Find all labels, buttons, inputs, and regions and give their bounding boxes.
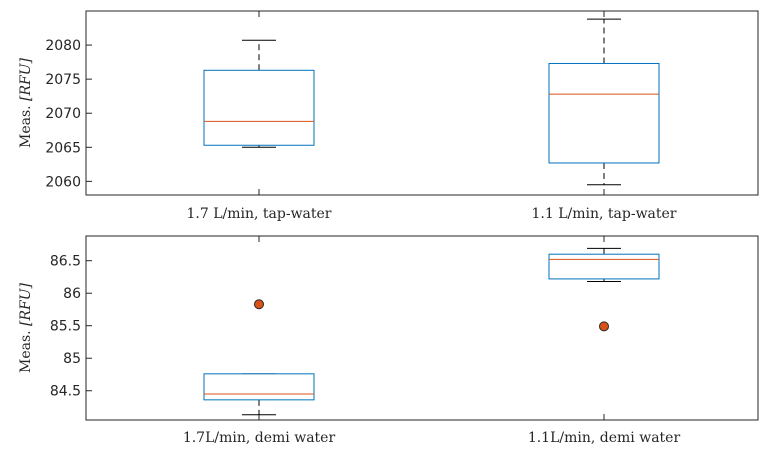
box-iqr xyxy=(203,373,315,401)
box-2 xyxy=(548,247,660,332)
y-axis-label-prefix: Meas. xyxy=(18,326,34,373)
y-tick-label: 2075 xyxy=(45,72,81,88)
x-category-label: 1.1L/min, demi water xyxy=(528,430,681,446)
chart-panel-1: 2060 2065 2070 2075 2080 1.7 L/min, tap-water… xyxy=(18,10,759,222)
y-tick-label: 2070 xyxy=(45,106,81,122)
y-tick-label: 2065 xyxy=(45,140,81,156)
y-tick-label: 85.5 xyxy=(50,319,81,335)
y-tick-label: 84.5 xyxy=(50,384,81,400)
y-tick-label: 86 xyxy=(63,286,81,302)
x-category-label: 1.1 L/min, tap-water xyxy=(532,206,677,222)
y-tick-label: 86.5 xyxy=(50,254,81,270)
axes-frame xyxy=(85,10,759,196)
y-axis-label: Meas. [RFU] xyxy=(18,282,34,373)
box-2 xyxy=(548,18,660,186)
axes-frame xyxy=(85,235,759,421)
box-iqr xyxy=(548,62,660,164)
box-iqr xyxy=(548,253,660,280)
y-axis-label-unit: [RFU] xyxy=(18,282,34,326)
box-1 xyxy=(203,299,315,416)
y-axis-label: Meas. [RFU] xyxy=(18,57,34,148)
y-tick-label: 85 xyxy=(63,351,81,367)
y-axis-label-prefix: Meas. xyxy=(18,101,34,148)
y-tick-label: 2060 xyxy=(45,174,81,190)
chart-panel-2: 84.5 85 85.5 86 86.5 1.7L/min, demi water 1.1L… xyxy=(18,235,759,446)
box-iqr xyxy=(203,69,315,146)
y-tick-label: 2080 xyxy=(45,38,81,54)
box-1 xyxy=(203,39,315,148)
y-axis-label-unit: [RFU] xyxy=(18,57,34,101)
x-category-label: 1.7L/min, demi water xyxy=(183,430,336,446)
outlier-point xyxy=(254,299,264,310)
x-category-label: 1.7 L/min, tap-water xyxy=(187,206,332,222)
outlier-point xyxy=(599,321,609,332)
